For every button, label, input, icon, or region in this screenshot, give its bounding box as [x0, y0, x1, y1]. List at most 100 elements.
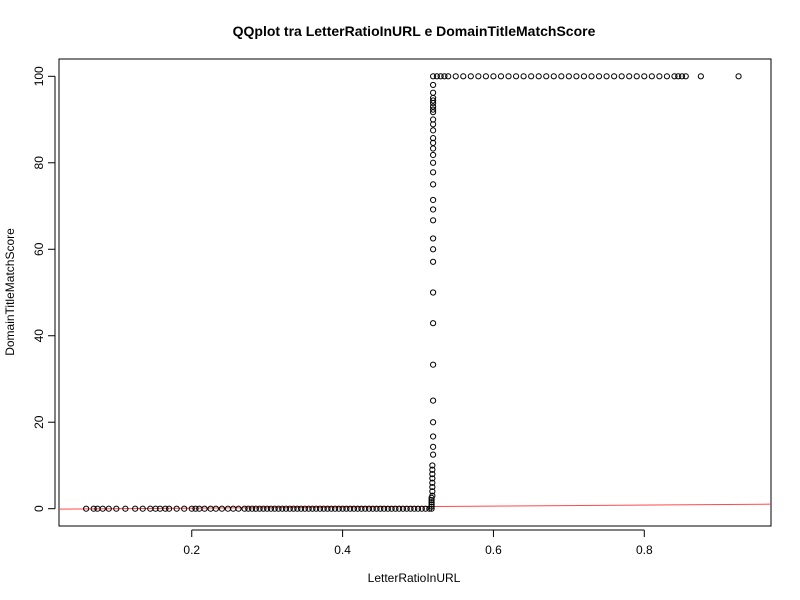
qq-point: [430, 289, 437, 296]
qq-point: [430, 196, 437, 204]
qq-point: [428, 505, 435, 512]
qq-point: [399, 505, 407, 512]
qq-point: [535, 73, 542, 80]
x-tick-label: 0.2: [183, 543, 200, 557]
qq-point: [671, 73, 678, 80]
qq-point: [430, 73, 437, 80]
qq-point: [430, 433, 437, 440]
qq-point: [392, 505, 399, 512]
qq-point: [633, 73, 640, 80]
qq-point: [245, 505, 252, 512]
qq-point: [460, 73, 467, 80]
qq-point: [279, 505, 286, 512]
qq-point: [430, 159, 437, 166]
chart-title: QQplot tra LetterRatioInURL e DomainTitl…: [233, 23, 596, 39]
qq-point: [139, 505, 146, 512]
qq-point: [429, 488, 436, 495]
qq-point: [403, 505, 410, 512]
qq-point: [430, 169, 437, 176]
qq-point: [497, 73, 505, 80]
qq-point: [429, 479, 436, 486]
qq-point: [430, 258, 437, 265]
qq-point: [358, 505, 365, 512]
qq-point: [365, 505, 373, 512]
qq-point: [430, 246, 437, 253]
x-axis: 0.2 0.4 0.6 0.8: [183, 529, 653, 557]
qq-point: [663, 73, 671, 80]
qq-point: [656, 73, 663, 80]
qq-point: [396, 505, 403, 512]
qq-point: [430, 103, 437, 110]
qq-point: [430, 145, 437, 152]
x-tick-label: 0.8: [636, 543, 653, 557]
qq-point: [212, 505, 219, 512]
qq-point: [384, 505, 391, 512]
qq-point: [433, 73, 440, 80]
qq-point: [301, 505, 308, 512]
qq-point: [429, 462, 436, 469]
qq-point: [505, 73, 512, 80]
qq-point: [201, 505, 208, 512]
qq-point: [152, 505, 159, 512]
y-tick-label: 80: [32, 156, 46, 170]
qq-point: [418, 505, 425, 512]
qq-point: [580, 73, 588, 80]
qq-point: [411, 505, 418, 512]
qq-point: [422, 505, 429, 512]
qq-point: [324, 505, 331, 512]
qq-point: [282, 505, 290, 512]
qq-point: [675, 73, 682, 80]
qq-point: [252, 505, 259, 512]
y-tick-label: 20: [32, 415, 46, 429]
qq-point: [429, 483, 436, 491]
qq-point: [230, 505, 237, 512]
qq-point: [528, 73, 535, 80]
qq-point: [188, 505, 195, 512]
qq-point: [235, 505, 242, 512]
qq-point: [626, 73, 633, 80]
y-tick-label: 100: [32, 66, 46, 86]
qq-point: [490, 73, 497, 80]
qq-point: [347, 505, 354, 512]
plot-border: [58, 58, 772, 527]
qq-point: [192, 505, 199, 512]
qq-point: [558, 73, 565, 80]
qq-point: [196, 505, 203, 512]
qq-point: [430, 97, 437, 104]
qq-point: [218, 505, 226, 512]
qq-point: [248, 505, 256, 512]
qq-point: [430, 206, 437, 213]
y-axis-label: DomainTitleMatchScore: [3, 228, 17, 356]
qq-point: [475, 73, 482, 80]
qq-point: [428, 496, 435, 504]
qq-point: [373, 505, 380, 512]
qq-point: [343, 505, 350, 512]
qq-point: [166, 505, 173, 512]
qq-point: [313, 505, 320, 512]
qq-point: [286, 505, 293, 512]
qq-point: [430, 106, 437, 113]
qq-point: [611, 73, 618, 80]
x-axis-label: LetterRatioInURL: [368, 571, 461, 585]
qq-point: [298, 505, 305, 512]
qq-point: [388, 505, 395, 512]
x-tick-label: 0.6: [485, 543, 502, 557]
qq-point: [429, 492, 436, 499]
qq-point: [441, 73, 448, 80]
qq-point: [428, 503, 435, 510]
qq-point: [565, 73, 572, 80]
qq-point: [573, 73, 580, 80]
qq-point: [452, 73, 459, 80]
qq-point: [550, 73, 557, 80]
qq-point: [294, 505, 301, 512]
qq-point: [735, 73, 742, 80]
qq-point: [429, 475, 436, 482]
qq-point: [256, 505, 263, 512]
qq-point: [430, 217, 437, 224]
qq-point: [445, 73, 452, 80]
qq-point: [407, 505, 414, 512]
qq-point: [520, 73, 527, 80]
qq-point: [354, 505, 361, 512]
qq-point: [641, 73, 648, 80]
